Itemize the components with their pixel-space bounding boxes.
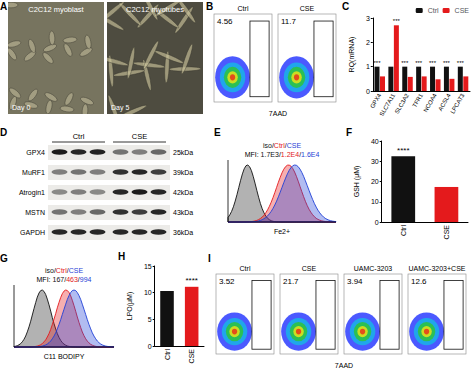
svg-text:F: F xyxy=(346,127,352,138)
svg-text:40: 40 xyxy=(371,138,379,145)
svg-text:NCOA4: NCOA4 xyxy=(422,92,438,113)
svg-text:iso/Ctrl/CSE: iso/Ctrl/CSE xyxy=(45,267,83,274)
svg-text:CSE: CSE xyxy=(443,225,450,240)
svg-text:C2C12 myoblast: C2C12 myoblast xyxy=(28,5,84,14)
svg-text:***: *** xyxy=(443,60,451,66)
svg-text:Ctrl: Ctrl xyxy=(428,7,439,14)
svg-text:3: 3 xyxy=(366,15,370,22)
svg-text:3.94: 3.94 xyxy=(347,277,363,286)
svg-text:Ctrl: Ctrl xyxy=(73,132,85,141)
svg-text:3.52: 3.52 xyxy=(219,277,235,286)
svg-text:LPCAT3: LPCAT3 xyxy=(449,92,466,115)
svg-text:LPO(μM): LPO(μM) xyxy=(126,292,134,321)
svg-text:1: 1 xyxy=(366,63,370,70)
svg-text:ACSL4: ACSL4 xyxy=(437,92,452,112)
svg-text:GPX4: GPX4 xyxy=(26,149,45,156)
svg-text:Ctrl: Ctrl xyxy=(400,225,407,236)
svg-text:10: 10 xyxy=(371,198,379,205)
svg-text:0: 0 xyxy=(366,88,370,95)
svg-text:B: B xyxy=(206,1,213,12)
svg-text:Fe2+: Fe2+ xyxy=(274,228,290,235)
svg-text:2: 2 xyxy=(366,39,370,46)
svg-text:MuRF1: MuRF1 xyxy=(22,169,45,176)
svg-text:25kDa: 25kDa xyxy=(173,149,193,156)
svg-text:7AAD: 7AAD xyxy=(269,110,287,117)
svg-text:MFI: 167/463/994: MFI: 167/463/994 xyxy=(37,276,92,283)
svg-text:G: G xyxy=(0,253,8,264)
svg-text:***: *** xyxy=(401,60,409,66)
svg-text:****: **** xyxy=(397,146,409,155)
svg-text:Atrogin1: Atrogin1 xyxy=(19,189,45,197)
svg-text:0: 0 xyxy=(148,343,152,350)
svg-text:MSTN: MSTN xyxy=(25,209,45,216)
svg-text:36kDa: 36kDa xyxy=(173,229,193,236)
svg-text:43kDa: 43kDa xyxy=(173,209,193,216)
svg-text:iso/Ctrl/CSE: iso/Ctrl/CSE xyxy=(263,142,301,149)
svg-text:CSE: CSE xyxy=(455,7,470,14)
svg-text:CSE: CSE xyxy=(300,5,315,12)
svg-text:C2C12 myotubes: C2C12 myotubes xyxy=(126,5,184,14)
svg-text:Ctrl: Ctrl xyxy=(164,349,171,360)
svg-text:7AAD: 7AAD xyxy=(335,362,353,369)
svg-text:CSE: CSE xyxy=(188,349,195,364)
svg-text:MFI: 1.7E3/1.2E4/1.6E4: MFI: 1.7E3/1.2E4/1.6E4 xyxy=(245,151,320,158)
svg-text:UAMC-3203+CSE: UAMC-3203+CSE xyxy=(409,265,466,272)
svg-text:CSE: CSE xyxy=(132,132,147,141)
svg-text:***: *** xyxy=(415,60,423,66)
svg-text:C: C xyxy=(342,1,349,12)
svg-text:Day 5: Day 5 xyxy=(111,104,129,112)
svg-text:10: 10 xyxy=(144,289,152,296)
svg-text:5: 5 xyxy=(148,316,152,323)
svg-text:I: I xyxy=(208,253,211,264)
svg-text:RQ(mRNA): RQ(mRNA) xyxy=(348,37,356,73)
svg-text:***: *** xyxy=(457,60,465,66)
svg-text:D: D xyxy=(0,127,7,138)
svg-text:UAMC-3203: UAMC-3203 xyxy=(354,265,393,272)
svg-text:21.7: 21.7 xyxy=(283,277,299,286)
svg-text:SLC3A2: SLC3A2 xyxy=(394,92,411,115)
svg-text:GAPDH: GAPDH xyxy=(20,229,45,236)
svg-text:E: E xyxy=(214,127,221,138)
svg-text:SLC7A11: SLC7A11 xyxy=(378,92,396,117)
svg-text:C11 BODIPY: C11 BODIPY xyxy=(44,353,85,360)
svg-text:GSH (μM): GSH (μM) xyxy=(353,166,361,198)
svg-text:****: **** xyxy=(185,276,197,285)
svg-text:42kDa: 42kDa xyxy=(173,189,193,196)
svg-text:39kDa: 39kDa xyxy=(173,169,193,176)
svg-text:CSE: CSE xyxy=(302,265,317,272)
svg-text:12.6: 12.6 xyxy=(411,277,427,286)
svg-text:Ctrl: Ctrl xyxy=(238,5,249,12)
svg-text:Ctrl: Ctrl xyxy=(240,265,251,272)
svg-text:A: A xyxy=(0,1,7,12)
svg-text:0: 0 xyxy=(375,219,379,226)
svg-text:GPX4: GPX4 xyxy=(369,92,383,109)
svg-text:11.7: 11.7 xyxy=(281,17,297,26)
svg-text:***: *** xyxy=(429,60,437,66)
svg-text:H: H xyxy=(118,251,125,262)
svg-text:15: 15 xyxy=(144,263,152,270)
svg-text:4.56: 4.56 xyxy=(217,17,233,26)
svg-text:***: *** xyxy=(393,18,401,24)
svg-text:20: 20 xyxy=(371,178,379,185)
svg-text:***: *** xyxy=(373,60,381,66)
svg-text:TFR1: TFR1 xyxy=(411,92,424,109)
svg-text:Day 0: Day 0 xyxy=(12,104,30,112)
svg-text:30: 30 xyxy=(371,158,379,165)
